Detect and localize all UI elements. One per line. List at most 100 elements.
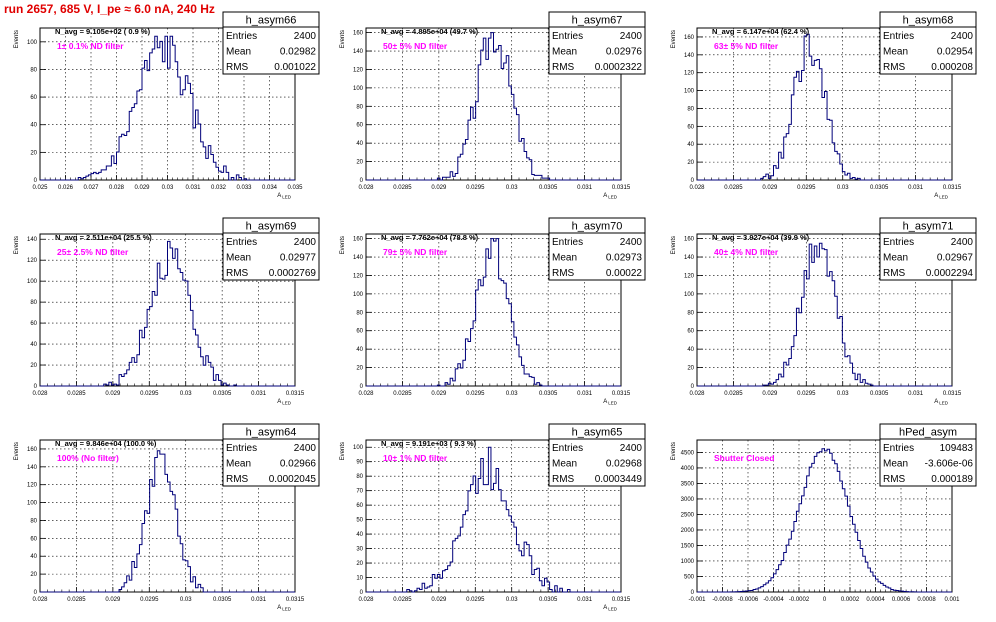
y-tick-label: 60: [30, 95, 37, 101]
histogram-panel-h_asym66: 0.025 0.026 0.027 0.028 0.029 0.03 0.031 0.032 0…: [14, 11, 320, 200]
histogram-line-h_asym67: [366, 32, 621, 181]
stats-box: h_asym64 Entries 2400 Mean 0.02966 RMS 0.00020…: [222, 423, 320, 487]
y-tick-label: 0: [691, 590, 695, 596]
stats-row-value: 0.02982: [280, 47, 317, 58]
y-tick-label: 20: [356, 160, 363, 166]
y-tick-label: 120: [353, 67, 364, 73]
y-tick-label: 30: [356, 547, 363, 553]
navg-label: N_avg = 3.927e+04 (39.9 %): [712, 233, 810, 242]
y-tick-label: 100: [27, 279, 38, 285]
x-tick-label: 0.029: [431, 185, 447, 191]
y-tick-label: 140: [27, 465, 38, 471]
x-tick-label: 0.0315: [612, 391, 631, 397]
stats-row-value: -3.606e-06: [925, 459, 974, 470]
x-tick-label: 0.03: [506, 185, 518, 191]
x-axis-title: ALED: [277, 193, 292, 200]
stats-box-title: h_asym65: [572, 427, 623, 439]
stats-row-label: Entries: [883, 31, 914, 42]
stats-box-frame: [548, 11, 646, 75]
stats-row-value: 0.0003449: [595, 474, 643, 485]
x-tick-label: 0.0315: [943, 185, 962, 191]
x-axis-title: ALED: [934, 399, 949, 406]
histogram-panel-h_asym70: 0.028 0.0285 0.029 0.0295 0.03 0.0305 0.031 0.0…: [340, 217, 646, 406]
stats-row-label: Mean: [226, 253, 251, 264]
stats-box-frame: [879, 11, 977, 75]
stats-box-frame: [548, 217, 646, 281]
stats-row-label: Entries: [552, 31, 583, 42]
y-axis-title: Events: [14, 442, 20, 460]
plot-frame: [39, 439, 296, 593]
stats-row-value: 109483: [940, 443, 974, 454]
y-tick-label: 60: [356, 123, 363, 129]
histogram-panel-hPed_asym: -0.001 -0.0008 -0.0006 -0.0004 -0.0002 0 0.000…: [671, 423, 977, 603]
stats-row-label: Mean: [883, 47, 908, 58]
y-tick-label: 40: [30, 123, 37, 129]
x-tick-label: -0.0008: [712, 597, 733, 603]
x-tick-label: 0.031: [251, 597, 267, 603]
y-tick-label: 120: [684, 71, 695, 77]
histogram-panel-h_asym64: 0.028 0.0285 0.029 0.0295 0.03 0.0305 0.031 0.0…: [14, 423, 320, 612]
y-tick-label: 0: [34, 178, 38, 184]
x-tick-label: 0.031: [908, 185, 924, 191]
y-tick-label: 20: [356, 561, 363, 567]
stats-box: h_asym68 Entries 2400 Mean 0.02954 RMS 0.00020…: [879, 11, 977, 75]
x-tick-label: 0.0305: [213, 597, 232, 603]
plot-frame: [696, 27, 953, 181]
x-tick-label: 0.0315: [286, 597, 305, 603]
x-tick-label: 0.0295: [466, 597, 485, 603]
filter-annotation: 40± 4% ND filter: [714, 247, 779, 257]
x-tick-label: 0.031: [908, 391, 924, 397]
x-tick-label: 0.0285: [67, 391, 86, 397]
stats-row-value: 0.02977: [280, 253, 317, 264]
x-axis-title: ALED: [603, 399, 618, 406]
navg-label: N_avg = 4.895e+04 (49.7 %): [381, 27, 479, 36]
x-tick-label: 0.032: [211, 185, 227, 191]
navg-label: N_avg = 9.846e+04 (100.0 %): [55, 439, 157, 448]
x-axis-title: ALED: [277, 605, 292, 612]
stats-box-title: h_asym70: [572, 221, 623, 233]
histogram-line-h_asym71: [697, 242, 952, 387]
x-tick-label: 0.03: [180, 391, 192, 397]
x-tick-label: 0.025: [32, 185, 48, 191]
y-tick-label: 80: [356, 474, 363, 480]
stats-box: h_asym65 Entries 2400 Mean 0.02968 RMS 0.00034…: [548, 423, 646, 487]
y-axis-title: Events: [14, 236, 20, 254]
x-tick-label: 0.0295: [140, 597, 159, 603]
y-tick-label: 2000: [681, 528, 695, 534]
x-tick-label: 0.03: [837, 185, 849, 191]
filter-annotation: 100% (No filter): [57, 453, 119, 463]
x-tick-label: 0.001: [944, 597, 960, 603]
stats-row-label: Mean: [552, 47, 577, 58]
x-tick-label: 0.0285: [393, 185, 412, 191]
filter-annotation: 50± 5% ND filter: [383, 41, 448, 51]
y-axis-title: Events: [671, 236, 677, 254]
y-tick-label: 80: [687, 310, 694, 316]
y-tick-label: 60: [30, 536, 37, 542]
x-tick-label: 0.0295: [797, 185, 816, 191]
x-tick-label: 0.0285: [724, 391, 743, 397]
stats-box: h_asym70 Entries 2400 Mean 0.02973 RMS 0.00022: [548, 217, 646, 281]
x-tick-label: 0.0285: [393, 391, 412, 397]
y-tick-label: 0: [691, 178, 695, 184]
y-tick-label: 0: [360, 590, 364, 596]
y-tick-label: 4500: [681, 450, 695, 456]
stats-row-value: 0.0002769: [269, 268, 317, 279]
stats-row-value: 0.02973: [606, 253, 643, 264]
stats-box-title: hPed_asym: [899, 427, 957, 439]
stats-row-label: Entries: [226, 443, 257, 454]
x-tick-label: 0.031: [251, 391, 267, 397]
x-tick-label: 0.026: [58, 185, 74, 191]
y-tick-label: 20: [30, 363, 37, 369]
stats-box-title: h_asym66: [246, 15, 297, 27]
x-tick-label: 0.03: [837, 391, 849, 397]
x-tick-label: 0.028: [358, 597, 374, 603]
stats-row-label: Mean: [226, 459, 251, 470]
y-tick-label: 0: [360, 178, 364, 184]
x-tick-label: 0.0295: [466, 391, 485, 397]
stats-row-value: 2400: [294, 443, 317, 454]
x-tick-label: -0.0002: [789, 597, 810, 603]
x-tick-label: 0.0305: [539, 185, 558, 191]
x-tick-label: 0.029: [431, 597, 447, 603]
stats-box-frame: [879, 217, 977, 281]
